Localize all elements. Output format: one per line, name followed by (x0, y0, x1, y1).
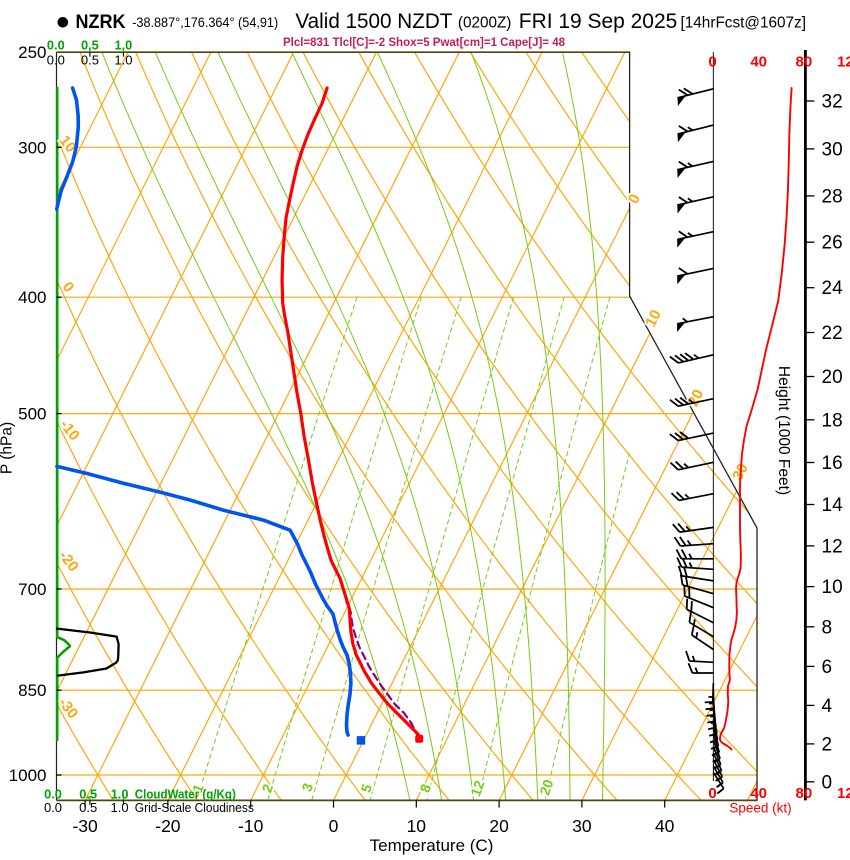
svg-text:850: 850 (18, 681, 46, 700)
svg-text:300: 300 (18, 138, 46, 157)
svg-text:0.0: 0.0 (47, 53, 65, 68)
svg-text:2: 2 (822, 734, 833, 755)
svg-text:-38.887°,176.364° (54,91): -38.887°,176.364° (54,91) (132, 15, 278, 30)
svg-text:0.0: 0.0 (44, 787, 62, 802)
svg-text:32: 32 (822, 92, 843, 113)
svg-text:FRI 19 Sep 2025: FRI 19 Sep 2025 (519, 9, 678, 33)
svg-text:16: 16 (822, 453, 843, 474)
svg-text:-10: -10 (238, 816, 264, 836)
svg-text:30: 30 (572, 816, 592, 836)
svg-text:Speed (kt): Speed (kt) (729, 800, 791, 815)
svg-text:1.0: 1.0 (114, 53, 132, 68)
svg-text:40: 40 (750, 785, 767, 802)
svg-text:8: 8 (822, 617, 833, 638)
svg-text:0.5: 0.5 (81, 53, 99, 68)
svg-text:500: 500 (18, 405, 46, 424)
svg-text:Valid 1500 NZDT: Valid 1500 NZDT (295, 9, 452, 33)
svg-text:80: 80 (796, 53, 813, 70)
svg-text:NZRK: NZRK (76, 11, 126, 33)
svg-text:CloudWater (g/Kg): CloudWater (g/Kg) (135, 788, 236, 802)
svg-text:0.0: 0.0 (44, 800, 62, 815)
svg-text:4: 4 (822, 696, 833, 717)
svg-text:120: 120 (837, 785, 850, 802)
svg-text:20: 20 (822, 367, 843, 388)
svg-text:0: 0 (822, 772, 833, 793)
svg-text:120: 120 (837, 53, 850, 70)
svg-text:28: 28 (822, 186, 843, 207)
svg-text:Temperature (C): Temperature (C) (370, 836, 494, 855)
svg-text:26: 26 (822, 233, 843, 254)
svg-text:-20: -20 (155, 816, 181, 836)
svg-text:0: 0 (708, 785, 716, 802)
svg-text:Height (1000 Feet): Height (1000 Feet) (775, 366, 792, 495)
svg-text:(0200Z): (0200Z) (458, 15, 512, 32)
svg-text:Plcl=831 Tlcl[C]=-2 Shox=5 Pwa: Plcl=831 Tlcl[C]=-2 Shox=5 Pwat[cm]=1 Ca… (283, 35, 565, 49)
svg-text:14: 14 (822, 495, 844, 516)
svg-text:10: 10 (407, 816, 427, 836)
svg-text:1.0: 1.0 (111, 800, 129, 815)
svg-text:10: 10 (822, 577, 843, 598)
svg-text:0.0: 0.0 (47, 38, 65, 53)
svg-text:20: 20 (489, 816, 509, 836)
svg-text:80: 80 (796, 785, 813, 802)
svg-text:0: 0 (708, 53, 716, 70)
svg-text:[14hrFcst@1607z]: [14hrFcst@1607z] (681, 15, 807, 32)
svg-text:40: 40 (655, 816, 675, 836)
svg-text:Grid-Scale Cloudiness: Grid-Scale Cloudiness (135, 801, 254, 815)
svg-text:700: 700 (18, 580, 46, 599)
svg-text:0.5: 0.5 (81, 38, 99, 53)
svg-text:12: 12 (822, 536, 843, 557)
svg-text:0.5: 0.5 (79, 800, 97, 815)
svg-text:0.5: 0.5 (79, 787, 97, 802)
svg-text:1.0: 1.0 (115, 38, 133, 53)
svg-text:22: 22 (822, 323, 843, 344)
svg-text:6: 6 (822, 657, 833, 678)
svg-text:40: 40 (750, 53, 767, 70)
svg-text:0: 0 (329, 816, 339, 836)
svg-text:30: 30 (822, 139, 843, 160)
svg-text:P (hPa): P (hPa) (0, 422, 16, 474)
svg-text:24: 24 (822, 278, 844, 299)
svg-text:1.0: 1.0 (111, 787, 129, 802)
svg-text:-30: -30 (72, 816, 98, 836)
svg-text:250: 250 (18, 43, 46, 62)
svg-text:1000: 1000 (9, 766, 47, 785)
svg-text:400: 400 (18, 288, 46, 307)
svg-text:18: 18 (822, 410, 843, 431)
